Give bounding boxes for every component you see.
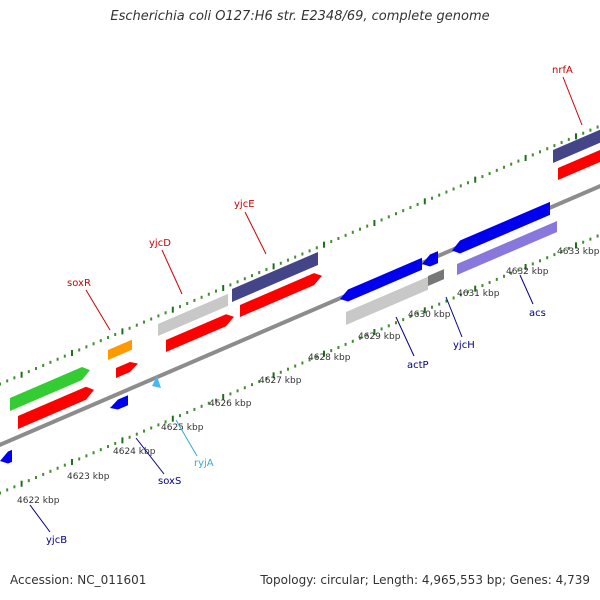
gene-block-yjcE [232, 252, 318, 302]
genome-summary-text: Topology: circular; Length: 4,965,553 bp… [260, 573, 590, 587]
gene-label-yjcB[interactable]: yjcB [46, 535, 67, 546]
kbp-label: 4624 kbp [113, 447, 156, 457]
gene-block-yjcD [158, 293, 228, 336]
kbp-label: 4626 kbp [209, 399, 252, 409]
kbp-label: 4630 kbp [408, 310, 451, 320]
accession-text: Accession: NC_011601 [10, 573, 147, 587]
kbp-label: 4623 kbp [67, 472, 110, 482]
gene-block-acs [452, 201, 550, 254]
leader-line-ryjA [175, 419, 198, 457]
leader-line-yjcD [161, 249, 183, 295]
leader-line-yjcH [445, 296, 463, 338]
tick-layer [0, 125, 599, 495]
leader-line-nrfA [562, 76, 583, 126]
cds-block [240, 273, 322, 317]
kbp-label: 4627 kbp [259, 376, 302, 386]
kbp-label: 4625 kbp [161, 423, 204, 433]
leader-line-yjcE [244, 211, 267, 255]
kbp-label: 4633 kbp [557, 247, 600, 257]
gene-block-soxR [108, 339, 132, 360]
gene-label-yjcH[interactable]: yjcH [453, 340, 475, 351]
kbp-label: 4628 kbp [308, 353, 351, 363]
cds-block [166, 314, 234, 352]
kbp-label: 4632 kbp [506, 267, 549, 277]
gene-label-ryjA[interactable]: ryjA [194, 458, 214, 469]
label-layer: 4622 kbp 4623 kbp 4624 kbp 4625 kbp 4626… [17, 65, 600, 546]
gene-block-yjcB [0, 449, 12, 464]
gene-label-yjcD[interactable]: yjcD [149, 238, 171, 249]
leader-line-soxR [85, 289, 111, 331]
gene-block-nrfA [553, 129, 600, 163]
kbp-label: 4631 kbp [457, 289, 500, 299]
kbp-label: 4622 kbp [17, 496, 60, 506]
cds-block [116, 361, 138, 378]
gene-label-yjcE[interactable]: yjcE [234, 199, 255, 210]
gene-block-soxS [110, 395, 128, 410]
gene-block [346, 276, 428, 325]
gene-label-soxR[interactable]: soxR [67, 278, 91, 289]
leader-line-yjcB [29, 504, 51, 533]
gene-block-yjcH [422, 251, 438, 267]
leader-line-actP [395, 316, 415, 357]
gene-label-actP[interactable]: actP [407, 360, 429, 371]
feature-layer [0, 129, 600, 464]
rna-marker-ryjA [152, 376, 161, 388]
gene-label-acs[interactable]: acs [529, 308, 546, 319]
gene-block [457, 221, 557, 275]
cds-block [18, 386, 94, 429]
map-title: Escherichia coli O127:H6 str. E2348/69, … [110, 9, 490, 24]
gene-block [428, 269, 444, 286]
kbp-label: 4629 kbp [358, 332, 401, 342]
leader-line-soxS [135, 437, 165, 475]
leader-line-acs [519, 274, 534, 305]
gene-label-nrfA[interactable]: nrfA [552, 65, 573, 76]
gene-block-actP [340, 257, 422, 302]
gene-block [10, 367, 90, 411]
gene-label-soxS[interactable]: soxS [158, 476, 181, 487]
cds-block [558, 149, 600, 180]
